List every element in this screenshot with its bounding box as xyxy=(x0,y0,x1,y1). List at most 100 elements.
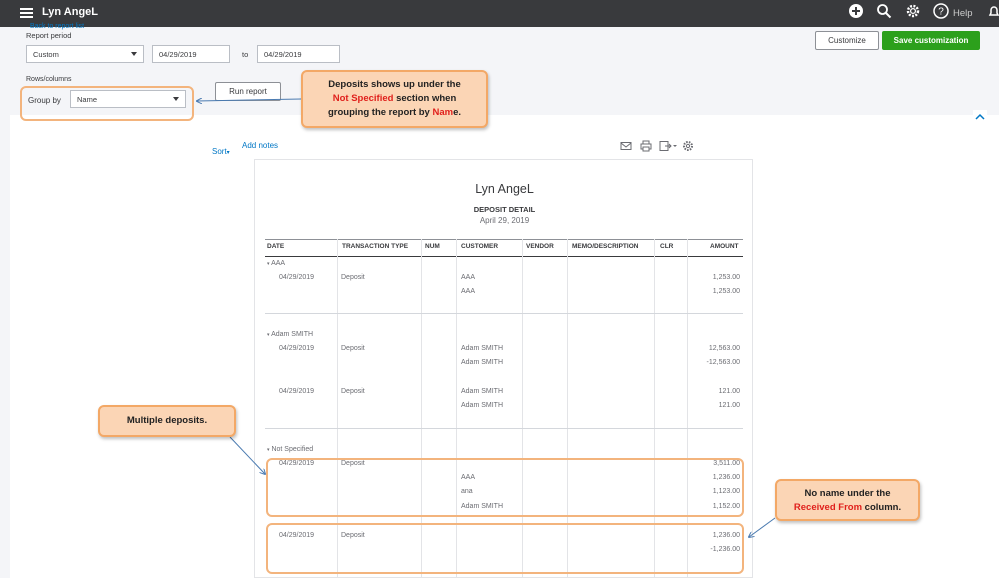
hamburger-icon[interactable] xyxy=(20,8,33,18)
col-divider xyxy=(337,239,338,578)
col-header-clr[interactable]: CLR xyxy=(660,243,674,250)
report-options-panel: Back to report list Report period Custom… xyxy=(0,23,999,115)
row-customer: AAA xyxy=(461,288,476,295)
callout-text: No name under the xyxy=(804,488,891,499)
collapse-arrow-icon: ▾ xyxy=(267,332,270,338)
col-divider xyxy=(456,239,457,578)
collapse-arrow-icon: ▾ xyxy=(267,261,270,267)
row-type[interactable]: Deposit xyxy=(341,532,365,539)
row-type[interactable]: Deposit xyxy=(341,345,365,352)
row-customer: ana xyxy=(461,488,473,495)
header-bottom-rule xyxy=(265,256,743,257)
row-amount: 1,236.00 xyxy=(712,474,740,481)
callout-highlight-text: Nam xyxy=(432,107,454,118)
col-divider xyxy=(687,239,688,578)
no-name-highlight xyxy=(266,523,744,574)
row-amount: 1,253.00 xyxy=(712,274,740,281)
row-amount: 1,236.00 xyxy=(712,532,740,539)
col-header-memo[interactable]: MEMO/DESCRIPTION xyxy=(572,243,639,250)
row-amount: -1,236.00 xyxy=(710,546,740,553)
back-to-report-list-link[interactable]: Back to report list xyxy=(30,23,85,30)
add-notes-link[interactable]: Add notes xyxy=(242,141,279,150)
row-customer: AAA xyxy=(461,274,476,281)
callout-text: section when xyxy=(396,93,457,104)
row-date: 04/29/2019 xyxy=(279,532,315,539)
chevron-down-icon: ▾ xyxy=(226,150,230,156)
collapse-arrow-icon: ▾ xyxy=(267,447,270,453)
col-divider xyxy=(421,239,422,578)
customize-button[interactable]: Customize xyxy=(815,31,879,50)
col-header-vendor[interactable]: VENDOR xyxy=(526,243,554,250)
report-period-select[interactable]: Custom xyxy=(26,45,144,63)
group-name: Adam SMITH xyxy=(271,331,314,338)
callout-text: column. xyxy=(864,502,902,513)
row-amount: 1,253.00 xyxy=(712,288,740,295)
col-divider xyxy=(522,239,523,578)
group-by-callout: Deposits shows up under the Not Specifie… xyxy=(301,70,488,128)
report-period-label: Report period xyxy=(26,31,72,40)
sort-label: Sort xyxy=(212,147,227,156)
settings-gear-icon[interactable] xyxy=(682,140,694,152)
search-icon[interactable] xyxy=(876,3,892,19)
col-divider xyxy=(567,239,568,578)
row-customer: Adam SMITH xyxy=(461,359,504,366)
chevron-down-icon xyxy=(173,97,179,101)
plus-icon[interactable] xyxy=(848,3,864,19)
collapse-icon[interactable] xyxy=(973,110,987,122)
to-date-field[interactable]: 04/29/2019 xyxy=(257,45,340,63)
row-date: 04/29/2019 xyxy=(279,388,315,395)
row-type[interactable]: Deposit xyxy=(341,388,365,395)
help-icon[interactable]: ? xyxy=(933,3,949,19)
col-header-date[interactable]: DATE xyxy=(267,243,285,250)
callout-highlight-text: Not Specified xyxy=(332,93,394,104)
no-name-callout: No name under the Received From column. xyxy=(775,479,920,521)
from-date-field[interactable]: 04/29/2019 xyxy=(152,45,230,63)
to-label: to xyxy=(242,50,249,59)
chevron-down-icon xyxy=(131,52,137,56)
export-icon[interactable] xyxy=(659,140,677,152)
row-date: 04/29/2019 xyxy=(279,345,315,352)
report-date: April 29, 2019 xyxy=(479,216,530,225)
row-customer: AAA xyxy=(461,474,476,481)
col-header-num[interactable]: NUM xyxy=(425,243,440,250)
callout-text: e. xyxy=(453,107,462,118)
row-amount: 1,123.00 xyxy=(712,488,740,495)
callout-text: grouping the report by xyxy=(327,107,430,118)
row-date: 04/29/2019 xyxy=(279,460,315,467)
rows-columns-label: Rows/columns xyxy=(26,76,72,83)
row-amount: 121.00 xyxy=(718,402,740,409)
group-by-select[interactable]: Name xyxy=(70,90,186,108)
group-by-value: Name xyxy=(77,95,98,104)
bell-icon[interactable] xyxy=(986,3,999,19)
email-icon[interactable] xyxy=(620,141,632,151)
group-by-highlight xyxy=(20,86,194,121)
report-company-name: Lyn AngeL xyxy=(475,182,534,196)
multiple-deposits-callout: Multiple deposits. xyxy=(98,405,236,437)
row-customer: Adam SMITH xyxy=(461,388,504,395)
row-customer: Adam SMITH xyxy=(461,402,504,409)
group-header[interactable]: ▾ Not Specified xyxy=(267,446,313,453)
sort-menu[interactable]: Sort▾ xyxy=(212,141,230,159)
header-top-rule xyxy=(265,239,743,240)
row-customer: Adam SMITH xyxy=(461,345,504,352)
group-header[interactable]: ▾ AAA xyxy=(267,260,285,267)
help-label[interactable]: Help xyxy=(953,8,973,19)
col-header-amount[interactable]: AMOUNT xyxy=(710,243,739,250)
row-amount: 3,511.00 xyxy=(713,460,740,467)
svg-text:?: ? xyxy=(938,7,944,18)
row-customer: Adam SMITH xyxy=(461,503,504,510)
save-customization-button[interactable]: Save customization xyxy=(882,31,980,50)
report-period-value: Custom xyxy=(33,50,59,59)
col-header-customer[interactable]: CUSTOMER xyxy=(461,243,499,250)
group-name: Not Specified xyxy=(271,446,314,453)
row-date: 04/29/2019 xyxy=(279,274,315,281)
col-header-transaction-type[interactable]: TRANSACTION TYPE xyxy=(342,243,409,250)
row-amount: 121.00 xyxy=(718,388,740,395)
print-icon[interactable] xyxy=(640,140,652,152)
row-type[interactable]: Deposit xyxy=(341,460,365,467)
group-header[interactable]: ▾ Adam SMITH xyxy=(267,331,313,338)
row-type[interactable]: Deposit xyxy=(341,274,365,281)
group-divider xyxy=(265,313,743,314)
gear-icon[interactable] xyxy=(905,3,921,19)
